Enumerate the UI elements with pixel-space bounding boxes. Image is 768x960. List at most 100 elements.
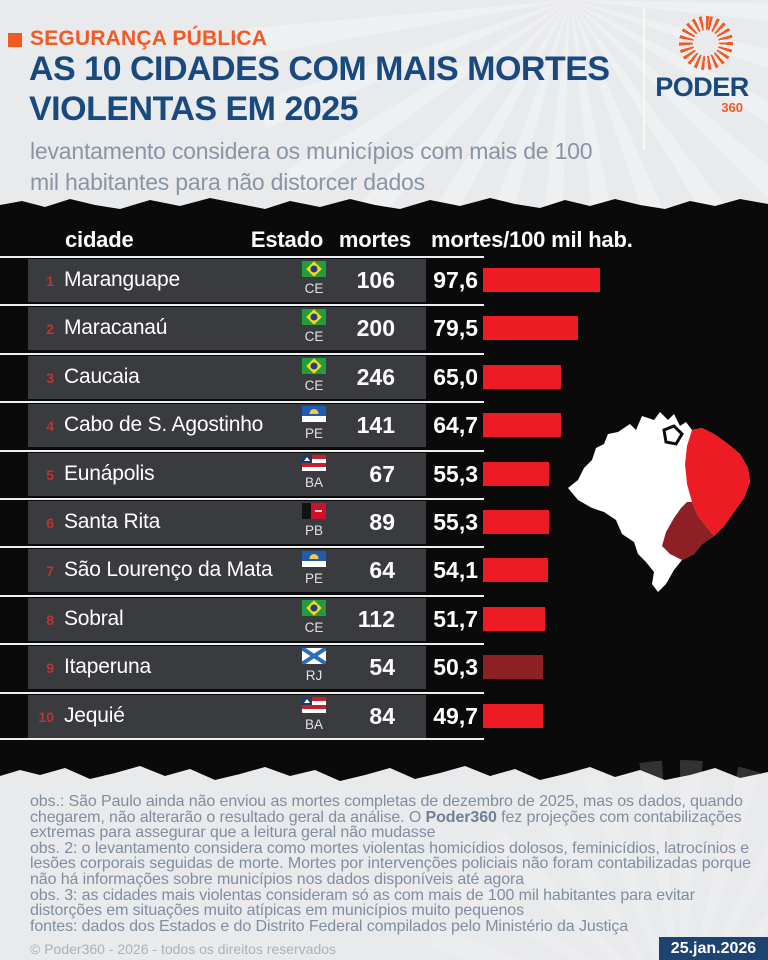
- city-name: Santa Rita: [64, 509, 161, 533]
- rank-number: 9: [46, 660, 54, 677]
- rate-bar: [483, 558, 548, 583]
- row-band: [28, 549, 426, 593]
- deaths-value: 246: [356, 363, 395, 390]
- deaths-value: 89: [369, 508, 395, 535]
- row-band: [28, 597, 426, 641]
- rank-number: 6: [46, 514, 54, 531]
- state-flag-icon: [302, 454, 326, 471]
- table-row: 8 Sobral CE 112 51,7: [0, 594, 768, 643]
- state-flag-icon: [302, 696, 326, 713]
- logo-360: 360: [721, 100, 743, 115]
- city-name: Itaperuna: [64, 655, 151, 679]
- row-band: [28, 646, 426, 690]
- deaths-value: 141: [356, 412, 395, 439]
- page-subtitle: levantamento considera os municípios com…: [30, 138, 593, 195]
- state-cell: CE: [290, 309, 338, 344]
- state-cell: BA: [290, 454, 338, 490]
- rate-value: 97,6: [433, 267, 478, 293]
- rank-number: 4: [46, 418, 54, 435]
- city-name: São Lourenço da Mata: [64, 558, 273, 582]
- state-flag-icon: [302, 406, 326, 423]
- state-cell: CE: [290, 599, 338, 635]
- state-flag-icon: [302, 309, 326, 326]
- rate-value: 55,3: [433, 460, 478, 487]
- row-band: [28, 259, 426, 302]
- state-cell: PE: [290, 551, 338, 586]
- footnotes: obs.: São Paulo ainda não enviou as mort…: [30, 794, 760, 934]
- rate-bar: [483, 606, 545, 631]
- column-header-city: cidade: [65, 227, 134, 252]
- section-kicker: SEGURANÇA PÚBLICA: [30, 27, 268, 50]
- state-flag-icon: [302, 648, 326, 665]
- rate-bar: [483, 703, 543, 728]
- state-cell: PE: [290, 406, 338, 441]
- city-name: Sobral: [64, 606, 124, 630]
- column-header-rate: mortes/100 mil hab.: [431, 227, 633, 252]
- table-row: 2 Maracanaú CE 200 79,5: [0, 304, 768, 352]
- page-title: AS 10 CIDADES COM MAIS MORTES VIOLENTAS …: [29, 50, 610, 128]
- torn-edge-top: [0, 198, 768, 215]
- rate-value: 55,3: [433, 508, 478, 535]
- rate-value: 65,0: [433, 363, 478, 390]
- note-obs1: obs.: São Paulo ainda não enviou as mort…: [30, 794, 760, 841]
- rank-number: 8: [46, 611, 54, 628]
- table-row: 10 Jequié BA 84 49,7: [0, 691, 768, 740]
- logo-divider: [643, 8, 645, 150]
- rate-bar: [483, 316, 579, 341]
- rank-number: 2: [46, 321, 54, 338]
- state-flag-icon: [302, 551, 326, 568]
- state-abbr: CE: [304, 619, 324, 635]
- city-name: Eunápolis: [64, 461, 155, 485]
- rate-bar: [483, 509, 550, 534]
- deaths-value: 64: [369, 557, 395, 584]
- state-cell: RJ: [290, 648, 338, 683]
- column-header-state: Estado: [250, 227, 324, 252]
- state-flag-icon: [302, 357, 326, 374]
- rank-number: 10: [38, 708, 54, 725]
- row-band: [28, 500, 426, 544]
- state-cell: BA: [290, 696, 338, 732]
- rate-value: 64,7: [433, 412, 478, 439]
- rate-bar: [483, 655, 544, 680]
- map-highlight-red: [685, 428, 750, 536]
- rate-bar: [483, 364, 561, 389]
- state-flag-icon: [302, 261, 326, 277]
- deaths-value: 54: [369, 654, 395, 681]
- rank-number: 7: [46, 563, 54, 580]
- row-band: [28, 355, 426, 399]
- rate-value: 54,1: [433, 557, 478, 584]
- table-row: 7 São Lourenço da Mata PE 64 54,1: [0, 546, 768, 594]
- table-row: 4 Cabo de S. Agostinho PE 141 64,7: [0, 401, 768, 449]
- table-row: 9 Itaperuna RJ 54 50,3: [0, 643, 768, 691]
- rank-number: 1: [46, 273, 54, 289]
- note-obs1-text: obs.: São Paulo ainda não enviou as mort…: [30, 793, 743, 826]
- state-abbr: PE: [304, 571, 323, 587]
- note-obs1-rest: fez projeções com contabilizações extrem…: [30, 808, 742, 842]
- note-fontes: fontes: dados dos Estados e do Distrito …: [30, 917, 629, 935]
- table-row: 3 Caucaia CE 246 65,0: [0, 352, 768, 401]
- rate-value: 79,5: [433, 315, 478, 342]
- rate-value: 51,7: [433, 605, 478, 632]
- rate-bar: [483, 413, 561, 438]
- rate-bar: [483, 268, 600, 292]
- rate-bar: [483, 461, 550, 486]
- city-name: Cabo de S. Agostinho: [64, 413, 264, 437]
- column-header-deaths: mortes: [338, 227, 412, 252]
- note-obs1-brand: Poder360: [425, 808, 497, 826]
- rank-number: 5: [46, 466, 54, 483]
- state-flag-icon: [302, 502, 326, 519]
- table-row: 6 Santa Rita PB 89 55,3: [0, 497, 768, 546]
- city-name: Jequié: [64, 703, 125, 727]
- table-row: 1 Maranguape CE 106 97,6: [0, 256, 768, 304]
- deaths-value: 67: [369, 460, 395, 487]
- row-band: [28, 307, 426, 351]
- state-abbr: CE: [304, 377, 324, 393]
- state-flag-icon: [302, 599, 326, 616]
- table-row: 5 Eunápolis BA 67 55,3: [0, 449, 768, 498]
- state-abbr: PB: [304, 522, 323, 538]
- state-cell: PB: [290, 502, 338, 538]
- row-band: [28, 694, 426, 738]
- row-band: [28, 452, 426, 496]
- logo-wordmark: PODER: [655, 72, 749, 102]
